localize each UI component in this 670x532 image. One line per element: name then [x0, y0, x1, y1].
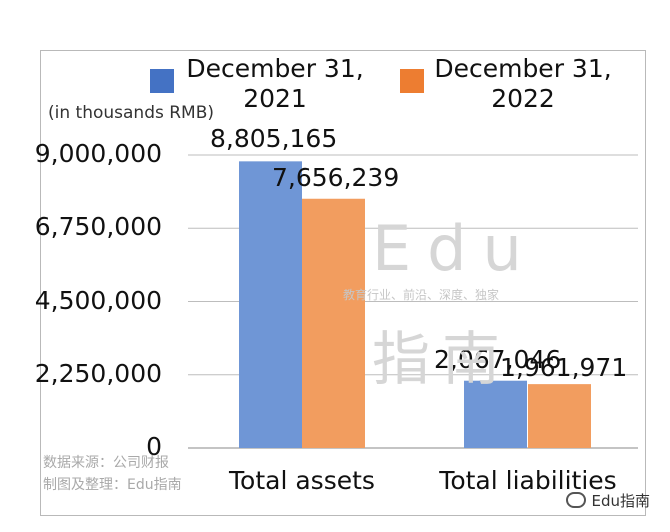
legend-swatch-2022 — [400, 69, 424, 93]
bar — [302, 198, 365, 448]
y-tick-label: 9,000,000 — [34, 139, 162, 168]
y-tick-label: 6,750,000 — [34, 212, 162, 242]
y-tick-label: 2,250,000 — [34, 358, 162, 388]
credit-note: 制图及整理：Edu指南 — [43, 477, 182, 493]
brand-text: Edu指南 — [591, 492, 650, 510]
legend-label-2021: December 31, 2021 — [186, 54, 364, 113]
legend-label-2022: December 31, 2022 — [434, 54, 612, 113]
bar — [528, 384, 591, 448]
data-label: 1,961,971 — [500, 353, 628, 382]
watermark-logo: Edu — [372, 212, 538, 285]
legend-swatch-2021 — [150, 69, 174, 93]
y-tick-label: 4,500,000 — [34, 285, 162, 315]
watermark-name: 指南 — [372, 325, 513, 393]
data-label: 2,067,046 — [434, 345, 562, 374]
brand-label: Edu指南 — [566, 490, 650, 511]
category-label: Total liabilities — [439, 466, 617, 495]
wechat-icon — [566, 492, 587, 508]
chart-frame — [40, 50, 646, 516]
source-note: 数据来源：公司财报 — [43, 455, 169, 471]
data-label: 8,805,165 — [210, 124, 338, 153]
watermark-tagline: 教育行业、前沿、深度、独家 — [343, 288, 500, 302]
bar — [464, 380, 527, 448]
y-axis-unit-label: (in thousands RMB) — [48, 103, 215, 123]
category-label: Total assets — [229, 466, 375, 495]
bar — [239, 161, 302, 448]
y-tick-label: 0 — [146, 432, 162, 461]
data-label: 7,656,239 — [272, 163, 400, 192]
